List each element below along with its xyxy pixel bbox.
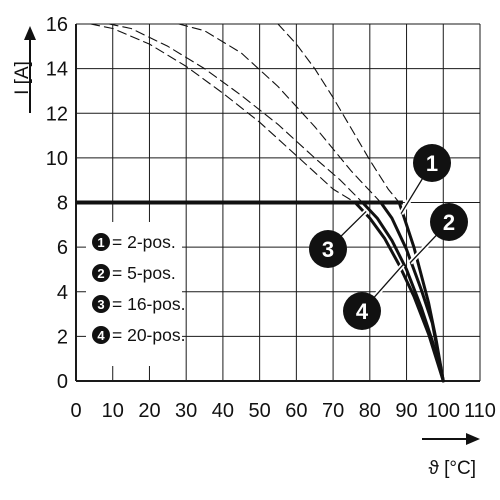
legend-label: = 2-pos. <box>112 232 176 252</box>
y-tick-label: 12 <box>46 103 68 125</box>
x-tick-label: 70 <box>322 400 344 422</box>
callout-group: 1 2 3 4 <box>309 144 468 330</box>
y-tick-labels: 0 2 4 6 8 10 12 14 16 <box>46 14 68 393</box>
callout-badge-number: 4 <box>356 299 369 324</box>
legend-badge-3 <box>92 295 110 313</box>
x-tick-labels: 0 10 20 30 40 50 60 70 80 90 100 110 <box>70 400 496 422</box>
series-curves <box>90 23 445 383</box>
y-tick-label: 8 <box>57 193 68 215</box>
x-tick-label: 90 <box>395 400 417 422</box>
x-tick-label: 0 <box>70 400 81 422</box>
y-tick-label: 6 <box>57 237 68 259</box>
y-axis-title-group: I [A] <box>12 26 36 113</box>
curve-2-solid <box>379 201 445 383</box>
x-tick-label: 60 <box>285 400 307 422</box>
y-axis-arrow-head <box>24 26 36 40</box>
x-tick-label: 80 <box>359 400 381 422</box>
legend-label: = 5-pos. <box>112 263 176 283</box>
curve-1-dashed <box>277 23 400 204</box>
callout-badge-number: 3 <box>322 237 334 262</box>
x-tick-label: 50 <box>249 400 271 422</box>
callout-badge-1 <box>413 144 451 182</box>
x-axis-arrow-head <box>466 433 480 445</box>
y-axis-label: I [A] <box>12 61 33 95</box>
x-tick-label: 100 <box>427 400 460 422</box>
x-tick-label: 40 <box>212 400 234 422</box>
y-tick-label: 4 <box>57 282 68 304</box>
y-tick-label: 0 <box>57 371 68 393</box>
y-tick-label: 16 <box>46 14 68 36</box>
curve-2-dashed <box>178 23 382 204</box>
y-tick-label: 10 <box>46 148 68 170</box>
x-tick-label: 110 <box>464 400 496 422</box>
legend-badge-number: 1 <box>97 235 104 250</box>
y-tick-label: 14 <box>46 59 68 81</box>
legend-badge-number: 2 <box>97 266 104 281</box>
x-tick-label: 10 <box>102 400 124 422</box>
x-tick-label: 20 <box>138 400 160 422</box>
legend-badge-number: 3 <box>97 297 104 312</box>
callout-badge-3 <box>309 230 347 268</box>
legend: 1 = 2-pos. 2 = 5-pos. 3 = 16-pos. 4 = 20-pos. <box>86 222 185 366</box>
x-axis-title-group: ϑ [°C] <box>422 433 480 479</box>
x-axis-label: ϑ [°C] <box>428 458 476 479</box>
curve-3-solid <box>361 201 445 383</box>
legend-badge-2 <box>92 264 110 282</box>
callout-badge-number: 1 <box>426 151 438 176</box>
callout-badge-number: 2 <box>443 210 455 235</box>
legend-badge-number: 4 <box>97 328 105 343</box>
legend-badge-1 <box>92 233 110 251</box>
x-tick-label: 30 <box>175 400 197 422</box>
legend-label: = 16-pos. <box>112 294 185 314</box>
callout-badge-2 <box>430 203 468 241</box>
curve-4-dashed <box>90 23 356 204</box>
curve-3-dashed <box>108 23 364 204</box>
legend-label: = 20-pos. <box>112 325 185 345</box>
callout-badge-4 <box>343 292 381 330</box>
curve-4-solid <box>353 201 445 383</box>
y-tick-label: 2 <box>57 326 68 348</box>
legend-badge-4 <box>92 326 110 344</box>
